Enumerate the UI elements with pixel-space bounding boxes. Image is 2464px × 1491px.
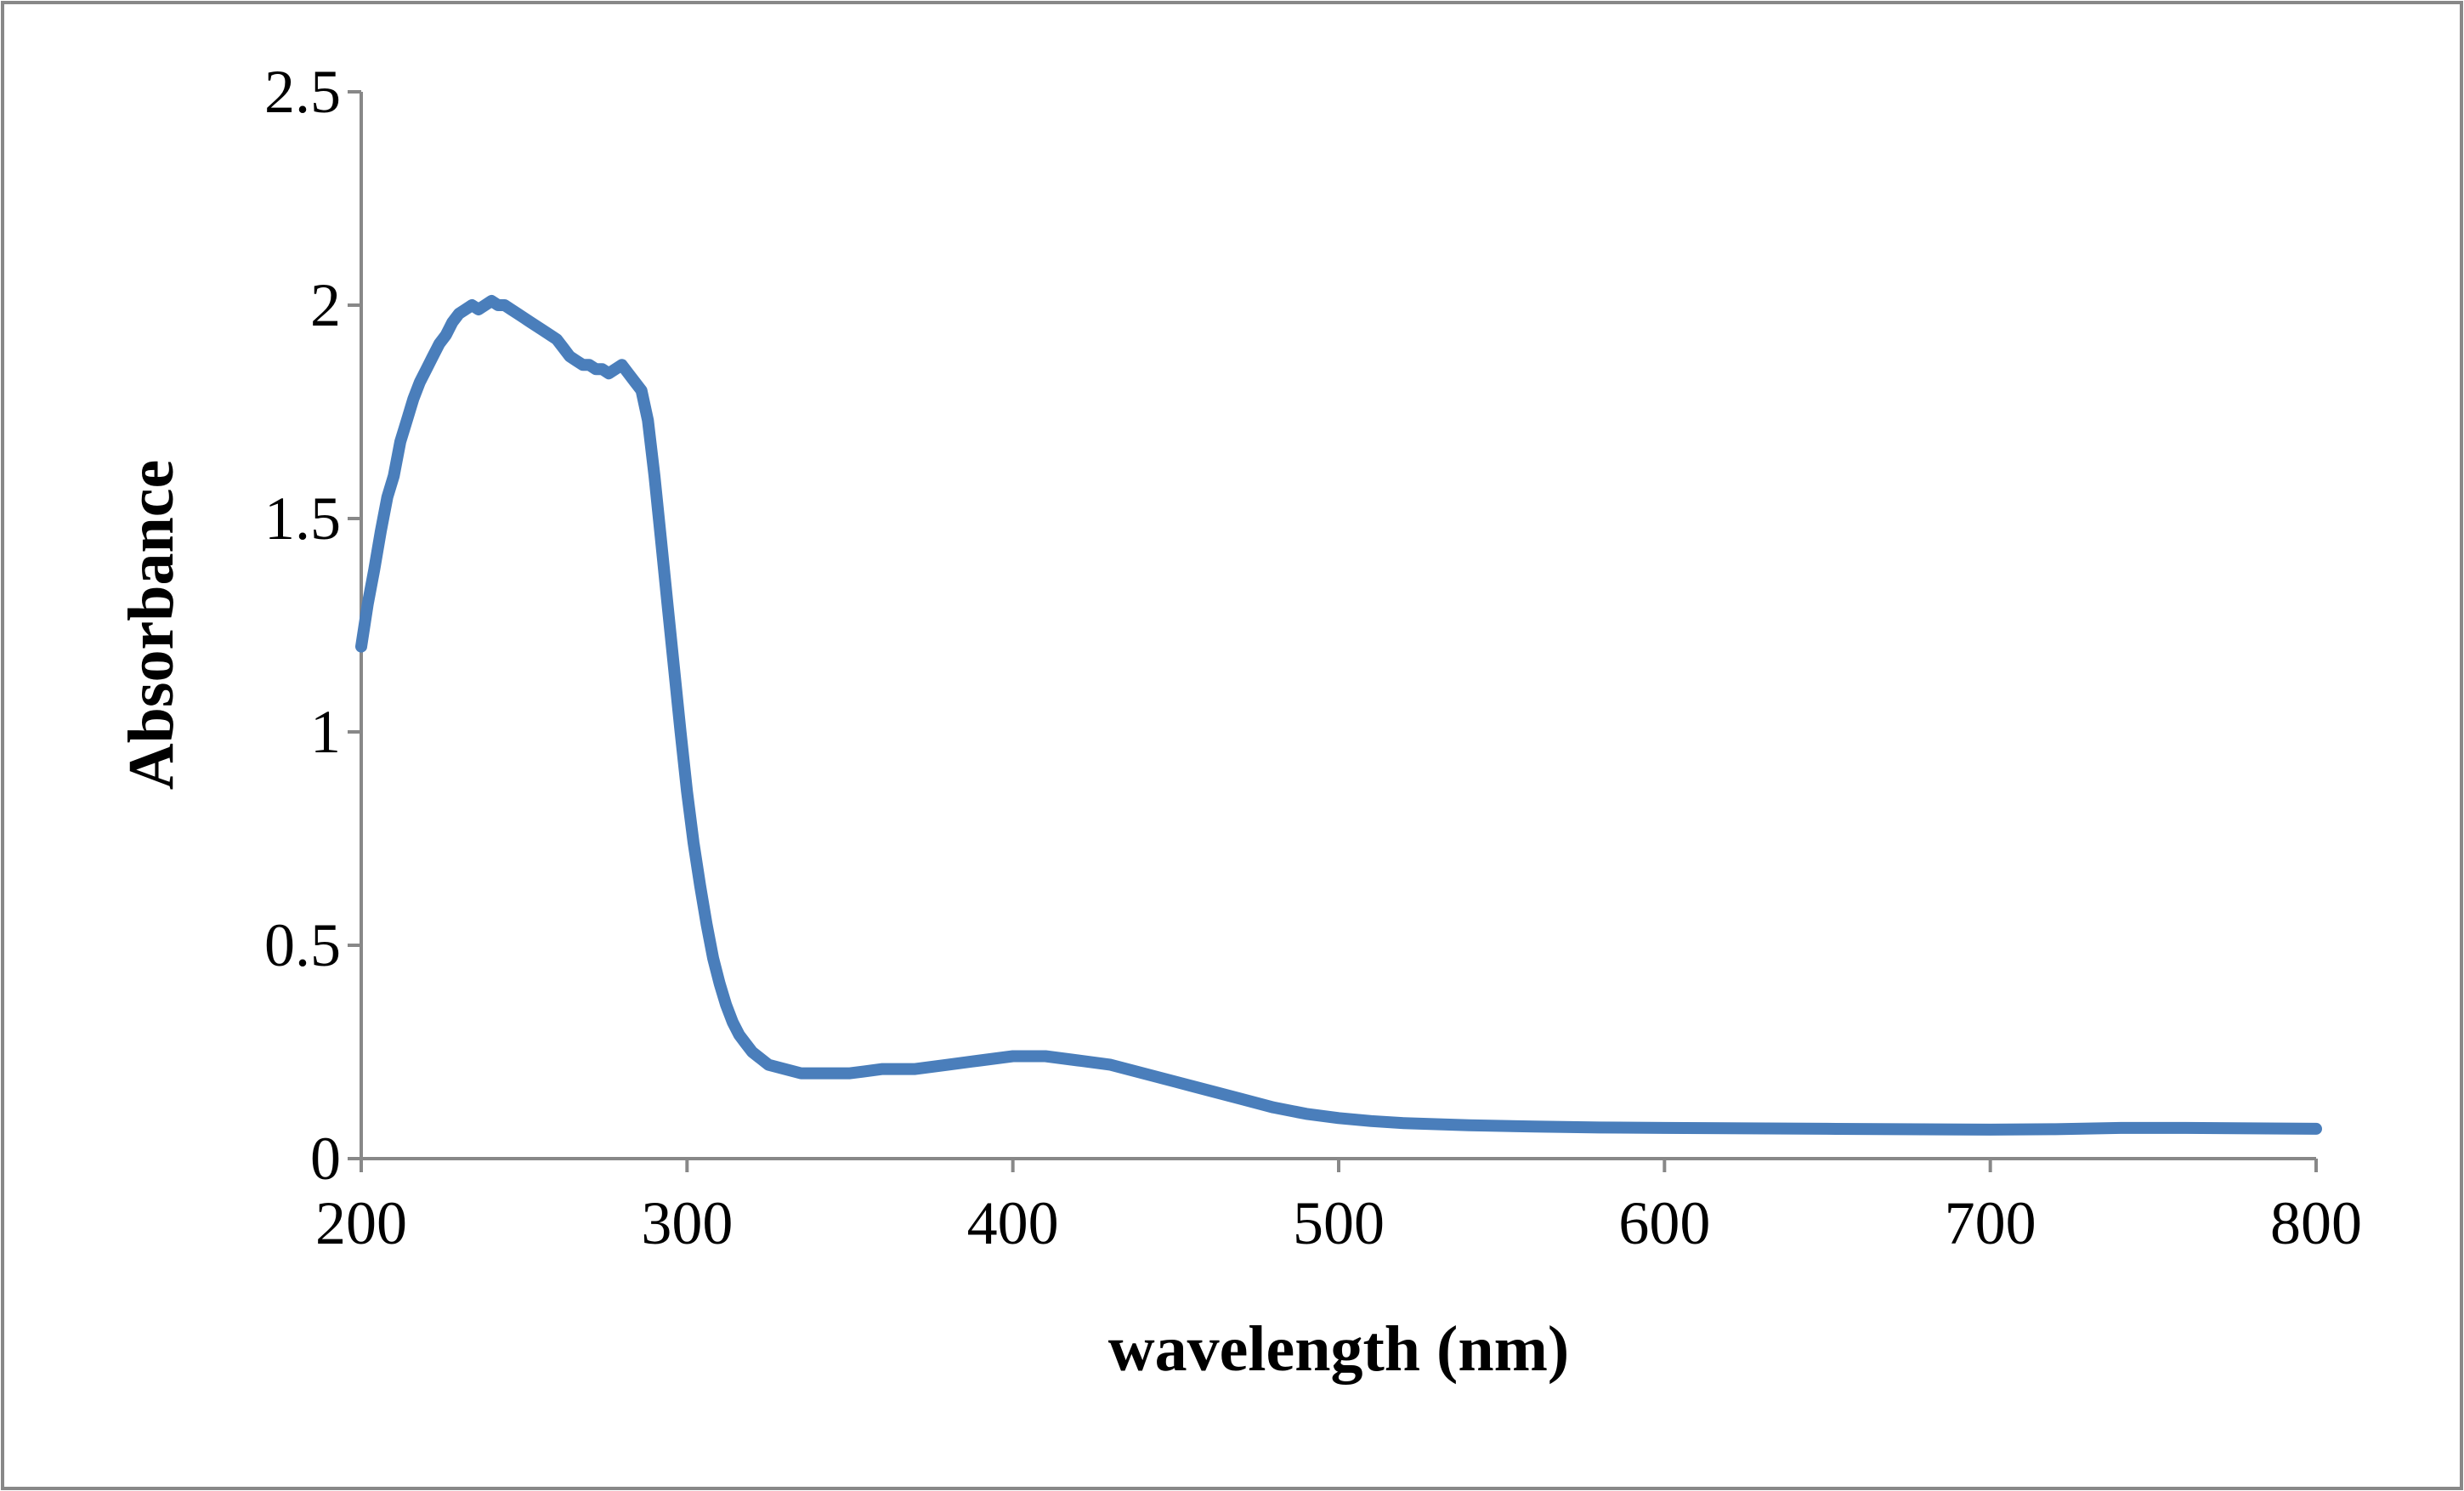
absorbance-series-line — [355, 295, 2322, 1136]
y-tick-label: 0.5 — [264, 911, 341, 979]
plot-area: 0 0.5 1 1.5 2 2.5 200 300 400 500 600 700 800 — [264, 58, 2362, 1257]
y-axis-ticks: 0 0.5 1 1.5 2 2.5 — [264, 58, 361, 1193]
y-tick-label: 1 — [310, 698, 341, 766]
x-tick-label: 800 — [2270, 1189, 2362, 1257]
x-tick-label: 300 — [641, 1189, 733, 1257]
x-axis-ticks: 200 300 400 500 600 700 800 — [315, 1159, 2362, 1257]
y-tick-label: 1.5 — [264, 485, 341, 553]
y-tick-label: 2.5 — [264, 58, 341, 126]
x-tick-label: 600 — [1618, 1189, 1710, 1257]
x-tick-label: 400 — [967, 1189, 1059, 1257]
y-tick-label: 0 — [310, 1125, 341, 1193]
y-tick-label: 2 — [310, 271, 341, 339]
x-tick-label: 700 — [1945, 1189, 2036, 1257]
x-tick-label: 200 — [315, 1189, 407, 1257]
y-axis-title: Absorbance — [116, 460, 187, 790]
x-tick-label: 500 — [1293, 1189, 1385, 1257]
x-axis-title: wavelength (nm) — [1108, 1313, 1570, 1385]
